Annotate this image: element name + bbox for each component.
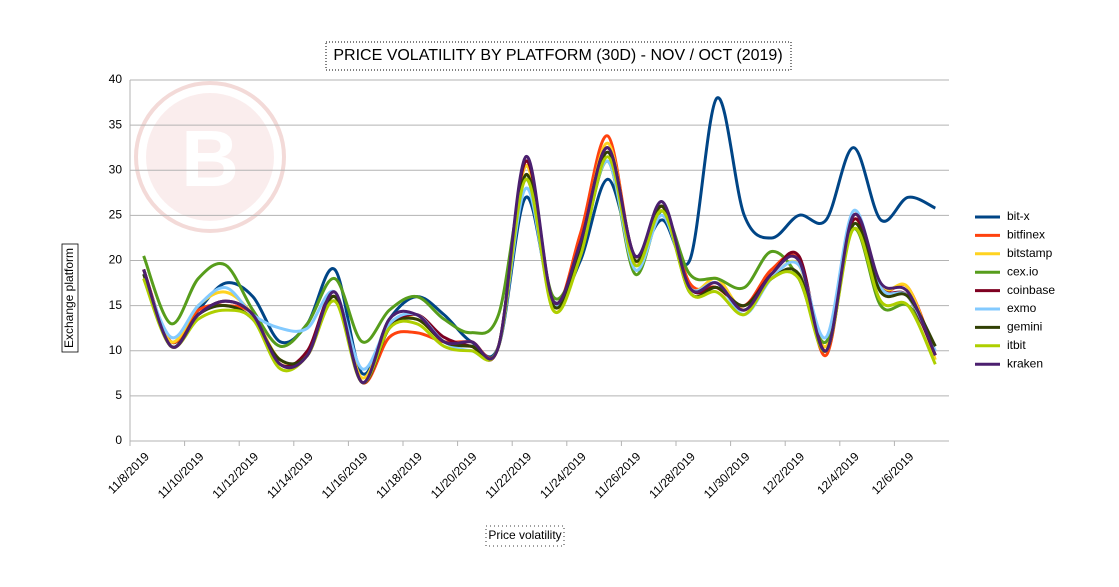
chart-title: PRICE VOLATILITY BY PLATFORM (30D) - NOV… [333, 47, 782, 64]
x-tick-label: 12/6/2019 [869, 449, 917, 497]
legend-label: kraken [1007, 356, 1043, 370]
legend-label: gemini [1007, 320, 1042, 334]
y-tick-label: 30 [109, 162, 123, 176]
y-tick-label: 40 [109, 72, 123, 86]
x-axis-label: Price volatility [488, 528, 561, 542]
legend-label: bitstamp [1007, 246, 1053, 260]
x-tick-label: 11/26/2019 [592, 449, 644, 501]
y-tick-label: 25 [109, 208, 123, 222]
y-axis-label: Exchange platform [62, 248, 76, 348]
x-tick-label: 11/24/2019 [537, 449, 589, 501]
x-tick-label: 11/10/2019 [155, 449, 207, 501]
x-tick-label: 11/18/2019 [373, 449, 425, 501]
legend-label: bitfinex [1007, 228, 1045, 242]
x-tick-label: 11/28/2019 [646, 449, 698, 501]
x-tick-label: 11/8/2019 [105, 449, 152, 496]
legend-label: itbit [1007, 338, 1026, 352]
y-tick-label: 15 [109, 298, 123, 312]
x-tick-label: 11/12/2019 [209, 449, 261, 501]
legend-label: cex.io [1007, 264, 1039, 278]
legend-label: bit-x [1007, 209, 1030, 223]
y-tick-label: 20 [109, 253, 123, 267]
x-tick-label: 11/22/2019 [482, 449, 534, 501]
series-line [142, 146, 937, 384]
watermark-logo: B [134, 81, 286, 233]
x-tick-label: 12/2/2019 [760, 449, 808, 497]
x-tick-label: 11/30/2019 [701, 449, 753, 501]
series-line [142, 155, 937, 384]
y-label-box [61, 243, 79, 353]
x-label-box [485, 525, 565, 547]
y-tick-label: 5 [115, 388, 122, 402]
x-tick-label: 11/14/2019 [264, 449, 316, 501]
x-tick-label: 12/4/2019 [814, 449, 862, 497]
x-tick-label: 11/20/2019 [428, 449, 480, 501]
y-tick-label: 35 [109, 117, 123, 131]
legend-label: coinbase [1007, 283, 1055, 297]
title-box [325, 41, 792, 71]
y-tick-label: 0 [115, 433, 122, 447]
svg-text:B: B [181, 114, 239, 203]
y-tick-label: 10 [109, 343, 123, 357]
x-tick-label: 11/16/2019 [319, 449, 371, 501]
legend-label: exmo [1007, 301, 1037, 315]
